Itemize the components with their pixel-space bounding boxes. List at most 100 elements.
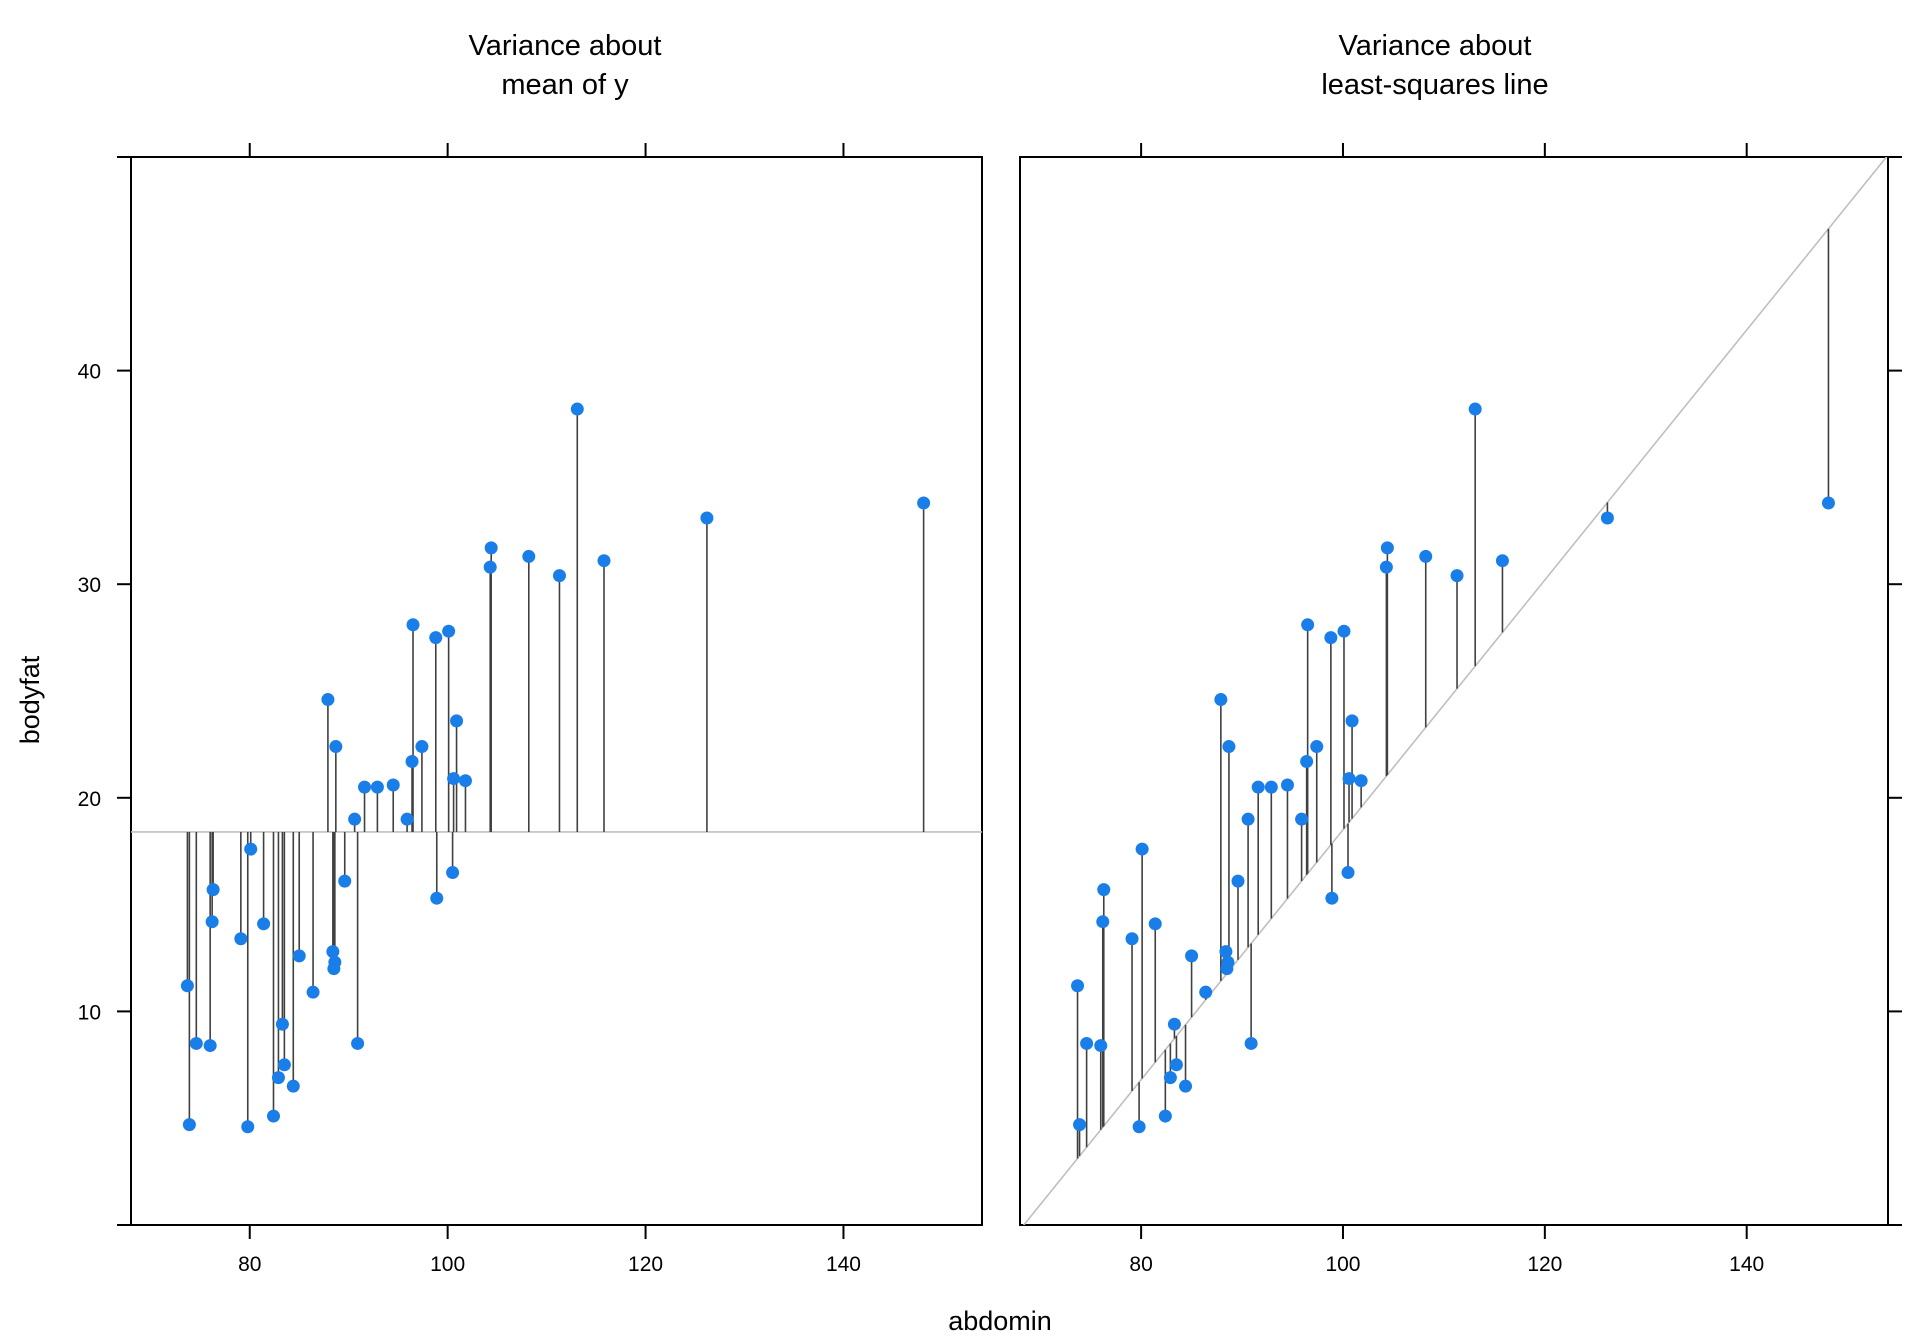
data-point <box>1125 932 1139 946</box>
right-panel-title-line1: Variance about <box>1339 30 1532 62</box>
data-point <box>1214 693 1228 707</box>
data-point <box>405 754 419 768</box>
data-point <box>570 402 584 416</box>
data-point <box>1345 714 1359 728</box>
data-point <box>189 1036 203 1050</box>
data-point <box>429 631 443 645</box>
data-point <box>1380 541 1394 555</box>
data-point <box>1148 917 1162 931</box>
data-point <box>277 1058 291 1072</box>
data-point <box>458 774 472 788</box>
data-point <box>1342 772 1356 786</box>
data-point <box>1222 740 1236 754</box>
data-point <box>286 1079 300 1093</box>
data-point <box>1419 549 1433 563</box>
left-panel-frame <box>130 156 983 1226</box>
data-point <box>1163 1071 1177 1085</box>
right-x-tick-label: 140 <box>1729 1253 1764 1276</box>
data-point <box>206 883 220 897</box>
y-tick-label: 30 <box>78 574 101 597</box>
data-point <box>329 740 343 754</box>
left-panel-data <box>131 402 982 1134</box>
panels: 80 100 120 140 10 20 30 40 80 100 120 140 <box>78 143 1902 1276</box>
data-point <box>1324 631 1338 645</box>
data-point <box>1244 1036 1258 1050</box>
data-point <box>1179 1079 1193 1093</box>
data-point <box>271 1071 285 1085</box>
data-point <box>241 1120 255 1134</box>
data-point <box>1354 774 1368 788</box>
data-point <box>450 714 464 728</box>
data-point <box>1325 891 1339 905</box>
right-panel-data <box>1022 157 1888 1225</box>
data-point <box>442 624 456 638</box>
data-point <box>1600 511 1614 525</box>
data-point <box>1167 1017 1181 1031</box>
data-point <box>1301 618 1315 632</box>
data-point <box>1158 1109 1172 1123</box>
left-x-tick-label: 140 <box>826 1253 861 1276</box>
data-point <box>1264 780 1278 794</box>
left-x-tick-label: 80 <box>238 1253 261 1276</box>
y-tick-label: 20 <box>78 788 101 811</box>
data-point <box>1073 1118 1087 1132</box>
right-panel-title-line2: least-squares line <box>1321 69 1548 101</box>
data-point <box>1071 979 1085 993</box>
data-point <box>597 554 611 568</box>
data-point <box>1231 874 1245 888</box>
data-point <box>447 772 461 786</box>
data-point <box>522 549 536 563</box>
x-axis-title: abdomin <box>948 1306 1052 1336</box>
data-point <box>358 780 372 794</box>
data-point <box>484 541 498 555</box>
data-point <box>348 812 362 826</box>
y-tick-label: 40 <box>78 361 101 384</box>
data-point <box>1450 569 1464 583</box>
data-point <box>1495 554 1509 568</box>
data-point <box>1080 1036 1094 1050</box>
data-point <box>406 618 420 632</box>
right-x-tick-label: 100 <box>1325 1253 1360 1276</box>
data-point <box>917 496 931 510</box>
data-point <box>1379 560 1393 574</box>
data-point <box>1241 812 1255 826</box>
data-point <box>1337 624 1351 638</box>
left-x-tick-label: 100 <box>430 1253 465 1276</box>
data-point <box>182 1118 196 1132</box>
data-point <box>257 917 271 931</box>
data-point <box>292 949 306 963</box>
right-panel: 80 100 120 140 <box>1019 143 1902 1276</box>
data-point <box>328 955 342 969</box>
data-point <box>1135 842 1149 856</box>
data-point <box>430 891 444 905</box>
data-point <box>1096 915 1110 929</box>
data-point <box>306 985 320 999</box>
data-point <box>321 693 335 707</box>
data-point <box>1169 1058 1183 1072</box>
data-point <box>700 511 714 525</box>
data-point <box>1300 754 1314 768</box>
data-point <box>386 778 400 792</box>
data-point <box>1310 740 1324 754</box>
data-point <box>234 932 248 946</box>
data-point <box>266 1109 280 1123</box>
left-panel-title-line1: Variance about <box>469 30 662 62</box>
data-point <box>1097 883 1111 897</box>
data-point <box>1094 1039 1108 1053</box>
data-point <box>1821 496 1835 510</box>
data-point <box>1280 778 1294 792</box>
left-panel: 80 100 120 140 10 20 30 40 <box>78 143 983 1276</box>
right-x-tick-label: 120 <box>1527 1253 1562 1276</box>
data-point <box>351 1036 365 1050</box>
data-point <box>338 874 352 888</box>
data-point <box>1221 955 1235 969</box>
strip-titles: Variance about mean of y Variance about … <box>469 30 1549 101</box>
data-point <box>1295 812 1309 826</box>
y-axis-title: bodyfat <box>15 655 45 744</box>
right-panel-frame <box>1019 156 1889 1226</box>
y-tick-label: 10 <box>78 1001 101 1024</box>
data-point <box>326 945 340 959</box>
right-x-tick-label: 80 <box>1129 1253 1152 1276</box>
